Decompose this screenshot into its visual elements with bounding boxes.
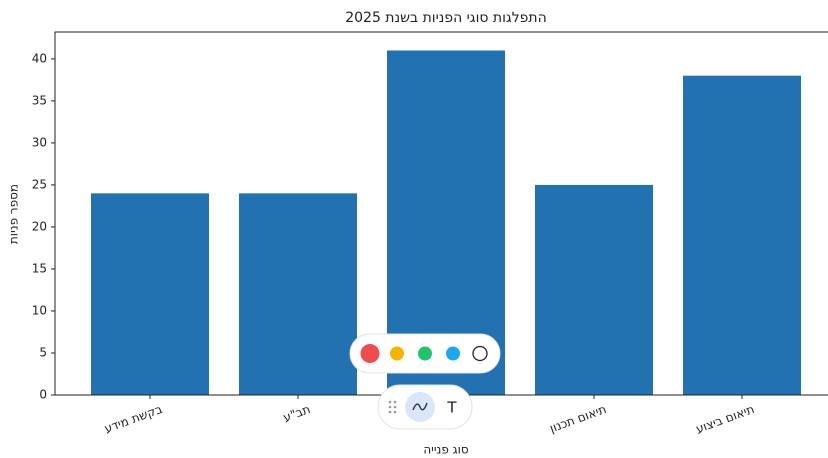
y-tick-label: 40 [32,51,47,65]
x-axis-label: סוג פנייה [423,443,469,457]
x-tick-label: תיאום תכנון [548,402,608,435]
y-tick-label: 25 [32,177,47,191]
color-green[interactable] [418,346,432,361]
y-tick-label: 15 [32,261,47,275]
annotation-toolbar: T [349,333,501,430]
chart-title: התפלגות סוגי הפניות בשנת 2025 [345,10,547,26]
y-tick-label: 30 [32,135,47,149]
bar [535,184,653,395]
y-tick-label: 5 [39,345,47,359]
x-tick-label: בקשת מידע [103,402,165,436]
bar [91,193,209,395]
y-tick-label: 35 [32,93,47,107]
drag-handle[interactable] [388,400,397,414]
bar [683,75,801,395]
color-white[interactable] [472,345,488,362]
color-blue[interactable] [446,346,460,361]
color-red[interactable] [360,344,380,363]
y-tick-label: 10 [32,303,47,317]
text-tool[interactable]: T [446,399,457,417]
bar [239,193,357,395]
y-tick-label: 20 [32,219,47,233]
pen-icon [412,402,428,411]
y-axis-label: מספר פניות [7,184,21,244]
color-yellow[interactable] [390,346,404,361]
x-tick-label: תיאום ביצוע [694,402,756,436]
x-tick-label: תב"ע [281,402,312,425]
y-tick-label: 0 [39,388,47,402]
plot-area: בקשת מידע תב"ע תיאום תכנון תיאום ביצוע 0 5 10 1… [32,31,828,436]
